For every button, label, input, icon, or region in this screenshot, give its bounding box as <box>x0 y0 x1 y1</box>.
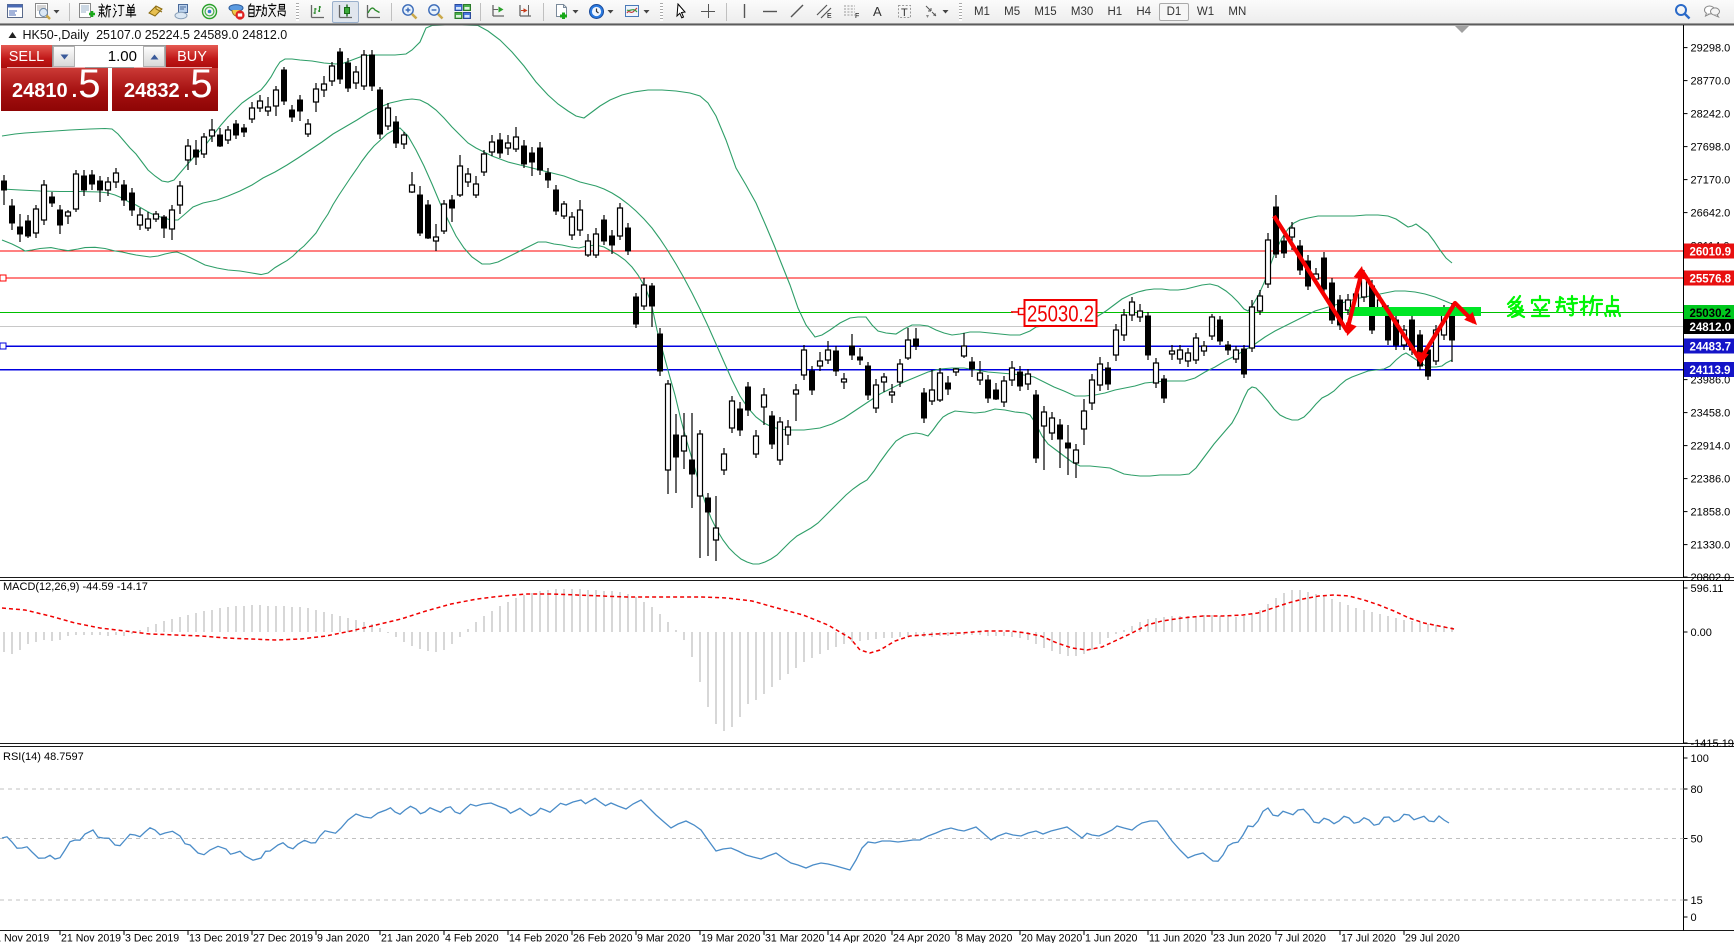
svg-text:25030.2: 25030.2 <box>1690 308 1732 320</box>
svg-text:596.11: 596.11 <box>1691 583 1724 595</box>
svg-text:27 Dec 2019: 27 Dec 2019 <box>253 933 313 944</box>
svg-text:20 May 2020: 20 May 2020 <box>1021 933 1082 944</box>
svg-text:14 Apr 2020: 14 Apr 2020 <box>829 933 886 944</box>
svg-text:24 Apr 2020: 24 Apr 2020 <box>893 933 950 944</box>
svg-text:100: 100 <box>1691 753 1709 765</box>
svg-text:23 Jun 2020: 23 Jun 2020 <box>1213 933 1271 944</box>
svg-text:27170.0: 27170.0 <box>1691 175 1731 187</box>
svg-text:80: 80 <box>1691 784 1703 796</box>
svg-text:11 Jun 2020: 11 Jun 2020 <box>1149 933 1207 944</box>
svg-text:E: E <box>827 13 832 20</box>
svg-text:25030.2: 25030.2 <box>1027 301 1094 327</box>
svg-text:1 Jun 2020: 1 Jun 2020 <box>1085 933 1138 944</box>
svg-text:F: F <box>855 13 859 20</box>
svg-text:50: 50 <box>1691 834 1703 846</box>
svg-text:26010.9: 26010.9 <box>1690 247 1732 259</box>
svg-text:26 Feb 2020: 26 Feb 2020 <box>573 933 633 944</box>
svg-text:A: A <box>873 4 882 19</box>
svg-text:19 Mar 2020: 19 Mar 2020 <box>701 933 761 944</box>
svg-text:9 Mar 2020: 9 Mar 2020 <box>637 933 691 944</box>
svg-text:4 Feb 2020: 4 Feb 2020 <box>445 933 499 944</box>
svg-text:7 Jul 2020: 7 Jul 2020 <box>1277 933 1326 944</box>
svg-text:15: 15 <box>1691 895 1703 907</box>
svg-text:9 Jan 2020: 9 Jan 2020 <box>317 933 370 944</box>
svg-text:14 Feb 2020: 14 Feb 2020 <box>509 933 569 944</box>
svg-text:3 Dec 2019: 3 Dec 2019 <box>125 933 179 944</box>
svg-text:28242.0: 28242.0 <box>1691 109 1731 121</box>
svg-text:24483.7: 24483.7 <box>1690 342 1732 354</box>
svg-text:26642.0: 26642.0 <box>1691 208 1731 220</box>
svg-text:T: T <box>901 7 908 19</box>
svg-text:11 Nov 2019: 11 Nov 2019 <box>0 933 49 944</box>
svg-text:24812.0: 24812.0 <box>1690 322 1732 334</box>
svg-text:21330.0: 21330.0 <box>1691 540 1731 552</box>
svg-text:-1415.19: -1415.19 <box>1691 738 1734 750</box>
svg-text:0: 0 <box>1691 912 1697 924</box>
svg-text:21 Nov 2019: 21 Nov 2019 <box>61 933 121 944</box>
svg-text:17 Jul 2020: 17 Jul 2020 <box>1341 933 1396 944</box>
svg-text:21858.0: 21858.0 <box>1691 507 1731 519</box>
svg-text:29298.0: 29298.0 <box>1691 43 1731 55</box>
svg-text:23458.0: 23458.0 <box>1691 408 1731 420</box>
svg-text:31 Mar 2020: 31 Mar 2020 <box>765 933 825 944</box>
svg-text:28770.0: 28770.0 <box>1691 76 1731 88</box>
svg-text:27698.0: 27698.0 <box>1691 142 1731 154</box>
svg-text:24113.9: 24113.9 <box>1690 365 1731 377</box>
svg-text:RSI(14) 48.7597: RSI(14) 48.7597 <box>3 751 84 763</box>
svg-text:23986.0: 23986.0 <box>1691 375 1731 387</box>
svg-text:21 Jan 2020: 21 Jan 2020 <box>381 933 439 944</box>
svg-text:29 Jul 2020: 29 Jul 2020 <box>1405 933 1460 944</box>
svg-text:MACD(12,26,9) -44.59 -14.17: MACD(12,26,9) -44.59 -14.17 <box>3 581 148 593</box>
svg-text:22914.0: 22914.0 <box>1691 441 1731 453</box>
svg-text:22386.0: 22386.0 <box>1691 474 1731 486</box>
svg-text:20802.0: 20802.0 <box>1691 572 1731 584</box>
svg-text:25576.8: 25576.8 <box>1690 274 1732 286</box>
svg-text:0.00: 0.00 <box>1691 627 1712 639</box>
svg-text:8 May 2020: 8 May 2020 <box>957 933 1012 944</box>
svg-text:13 Dec 2019: 13 Dec 2019 <box>189 933 249 944</box>
